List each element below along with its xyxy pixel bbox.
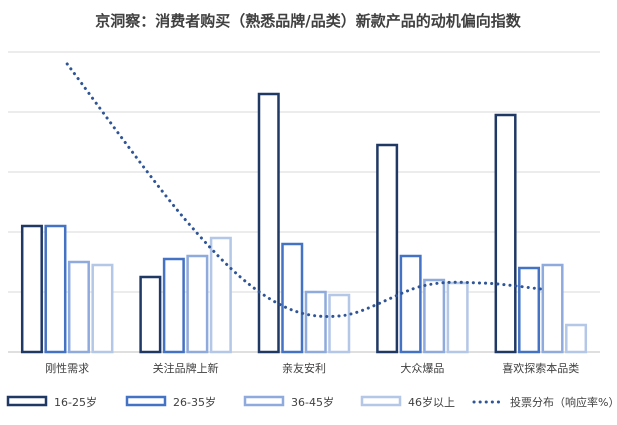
bar: [67, 260, 90, 354]
bar: [565, 323, 588, 354]
line-series: [65, 62, 543, 318]
bar: [257, 92, 280, 354]
category-labels: 刚性需求 关注品牌上新 亲友安利 大众爆品 喜欢探索本品类: [45, 361, 579, 375]
category-label: 大众爆品: [400, 361, 444, 375]
bar: [399, 254, 422, 354]
bar: [376, 143, 399, 354]
legend-label: 46岁以上: [408, 395, 455, 409]
bar: [209, 236, 232, 354]
category-label: 刚性需求: [45, 361, 89, 375]
legend: 16-25岁 26-35岁 36-45岁 46岁以上 投票分布（响应率%）: [6, 395, 617, 409]
bar: [423, 278, 446, 354]
category-label: 关注品牌上新: [153, 361, 219, 375]
bar: [44, 224, 67, 354]
bar: [304, 290, 327, 354]
bar: [281, 242, 304, 354]
bar: [91, 263, 114, 354]
legend-label: 26-35岁: [173, 395, 216, 409]
bar: [494, 113, 517, 354]
bar: [162, 257, 185, 354]
legend-label: 投票分布（响应率%）: [510, 395, 617, 409]
bar: [518, 266, 541, 354]
category-label: 喜欢探索本品类: [502, 361, 579, 375]
bar: [186, 254, 209, 354]
bar: [541, 263, 564, 354]
bar: [328, 293, 351, 354]
legend-label: 16-25岁: [54, 395, 97, 409]
bars: [20, 92, 588, 354]
bar: [20, 224, 43, 354]
legend-swatch: [243, 395, 285, 407]
bar: [139, 275, 162, 354]
chart-title: 京洞察：消费者购买（熟悉品牌/品类）新款产品的动机偏向指数: [95, 12, 521, 30]
legend-swatch: [125, 395, 167, 407]
legend-swatch: [360, 395, 402, 407]
line-series-path: [65, 62, 543, 318]
bar: [446, 281, 469, 354]
category-label: 亲友安利: [282, 361, 326, 375]
legend-swatch: [6, 395, 48, 407]
legend-label: 36-45岁: [291, 395, 334, 409]
